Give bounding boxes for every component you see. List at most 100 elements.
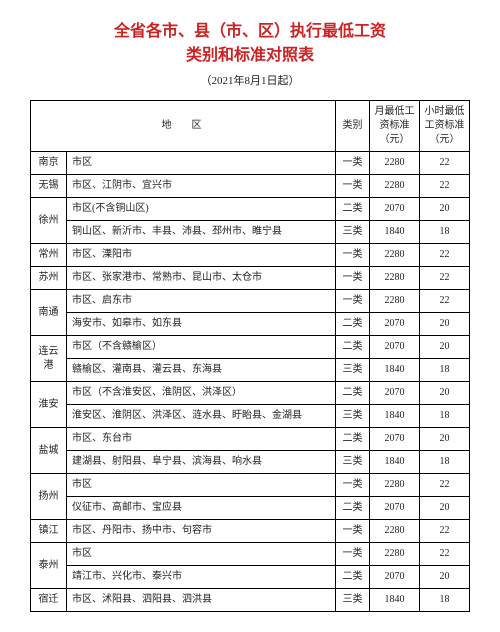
table-row: 建湖县、射阳县、阜宁县、滨海县、响水县三类184018 [31,451,470,474]
cat-cell: 一类 [336,543,370,566]
hour-cell: 20 [420,428,470,451]
cat-cell: 一类 [336,267,370,290]
hour-cell: 20 [420,336,470,359]
table-row: 淮安区、淮阴区、洪泽区、涟水县、盱眙县、金湖县三类184018 [31,405,470,428]
hour-cell: 22 [420,244,470,267]
month-cell: 2070 [370,566,420,589]
cat-cell: 二类 [336,198,370,221]
page-title: 全省各市、县（市、区）执行最低工资 类别和标准对照表 [30,20,470,68]
hour-cell: 20 [420,566,470,589]
cat-cell: 二类 [336,428,370,451]
table-row: 徐州市区(不含铜山区)二类207020 [31,198,470,221]
area-cell: 市区、溧阳市 [67,244,336,267]
area-cell: 建湖县、射阳县、阜宁县、滨海县、响水县 [67,451,336,474]
cat-cell: 一类 [336,520,370,543]
area-cell: 铜山区、新沂市、丰县、沛县、邳州市、睢宁县 [67,221,336,244]
city-cell: 淮安 [31,382,67,428]
hour-cell: 22 [420,543,470,566]
page-subtitle: （2021年8月1日起） [30,72,470,88]
area-cell: 市区 [67,152,336,175]
table-row: 仪征市、高邮市、宝应县二类207020 [31,497,470,520]
hour-cell: 22 [420,175,470,198]
area-cell: 市区 [67,474,336,497]
month-cell: 2280 [370,543,420,566]
month-cell: 1840 [370,221,420,244]
city-cell: 泰州 [31,543,67,589]
table-row: 常州市区、溧阳市一类228022 [31,244,470,267]
header-category: 类别 [336,101,370,152]
month-cell: 2280 [370,520,420,543]
title-line-2: 类别和标准对照表 [186,47,314,64]
cat-cell: 二类 [336,313,370,336]
table-row: 镇江市区、丹阳市、扬中市、句容市一类228022 [31,520,470,543]
month-cell: 1840 [370,359,420,382]
hour-cell: 22 [420,267,470,290]
area-cell: 市区、东台市 [67,428,336,451]
cat-cell: 一类 [336,175,370,198]
table-row: 无锡市区、江阴市、宜兴市一类228022 [31,175,470,198]
area-cell: 淮安区、淮阴区、洪泽区、涟水县、盱眙县、金湖县 [67,405,336,428]
cat-cell: 三类 [336,405,370,428]
hour-cell: 18 [420,451,470,474]
area-cell: 仪征市、高邮市、宝应县 [67,497,336,520]
area-cell: 市区、江阴市、宜兴市 [67,175,336,198]
cat-cell: 一类 [336,152,370,175]
hour-cell: 18 [420,405,470,428]
wage-table: 地区 类别 月最低工资标准（元） 小时最低工资标准（元） 南京市区一类22802… [30,100,470,612]
area-cell: 市区（不含淮安区、淮阴区、洪泽区） [67,382,336,405]
table-row: 连云港市区（不含赣榆区）二类207020 [31,336,470,359]
month-cell: 2280 [370,152,420,175]
city-cell: 扬州 [31,474,67,520]
table-row: 海安市、如皋市、如东县二类207020 [31,313,470,336]
month-cell: 2070 [370,313,420,336]
table-row: 靖江市、兴化市、泰兴市二类207020 [31,566,470,589]
area-cell: 靖江市、兴化市、泰兴市 [67,566,336,589]
table-header-row: 地区 类别 月最低工资标准（元） 小时最低工资标准（元） [31,101,470,152]
hour-cell: 20 [420,198,470,221]
hour-cell: 22 [420,520,470,543]
month-cell: 2070 [370,382,420,405]
month-cell: 2070 [370,497,420,520]
area-cell: 市区、启东市 [67,290,336,313]
hour-cell: 20 [420,382,470,405]
city-cell: 南京 [31,152,67,175]
area-cell: 赣榆区、灌南县、灌云县、东海县 [67,359,336,382]
city-cell: 南通 [31,290,67,336]
cat-cell: 一类 [336,244,370,267]
header-region: 地区 [31,101,336,152]
month-cell: 2280 [370,474,420,497]
cat-cell: 二类 [336,336,370,359]
cat-cell: 二类 [336,382,370,405]
area-cell: 市区、沭阳县、泗阳县、泗洪县 [67,589,336,612]
cat-cell: 一类 [336,290,370,313]
month-cell: 2280 [370,244,420,267]
month-cell: 2280 [370,290,420,313]
city-cell: 苏州 [31,267,67,290]
cat-cell: 三类 [336,221,370,244]
cat-cell: 二类 [336,497,370,520]
cat-cell: 三类 [336,359,370,382]
month-cell: 2280 [370,267,420,290]
table-row: 南通市区、启东市一类228022 [31,290,470,313]
table-row: 南京市区一类228022 [31,152,470,175]
month-cell: 2070 [370,198,420,221]
area-cell: 市区 [67,543,336,566]
cat-cell: 三类 [336,451,370,474]
city-cell: 常州 [31,244,67,267]
table-row: 淮安市区（不含淮安区、淮阴区、洪泽区）二类207020 [31,382,470,405]
month-cell: 2070 [370,336,420,359]
hour-cell: 20 [420,313,470,336]
header-monthly: 月最低工资标准（元） [370,101,420,152]
table-row: 铜山区、新沂市、丰县、沛县、邳州市、睢宁县三类184018 [31,221,470,244]
cat-cell: 一类 [336,474,370,497]
table-row: 扬州市区一类228022 [31,474,470,497]
header-hourly: 小时最低工资标准（元） [420,101,470,152]
cat-cell: 二类 [336,566,370,589]
hour-cell: 22 [420,152,470,175]
area-cell: 海安市、如皋市、如东县 [67,313,336,336]
area-cell: 市区、丹阳市、扬中市、句容市 [67,520,336,543]
city-cell: 连云港 [31,336,67,382]
table-row: 泰州市区一类228022 [31,543,470,566]
city-cell: 宿迁 [31,589,67,612]
table-row: 苏州市区、张家港市、常熟市、昆山市、太仓市一类228022 [31,267,470,290]
